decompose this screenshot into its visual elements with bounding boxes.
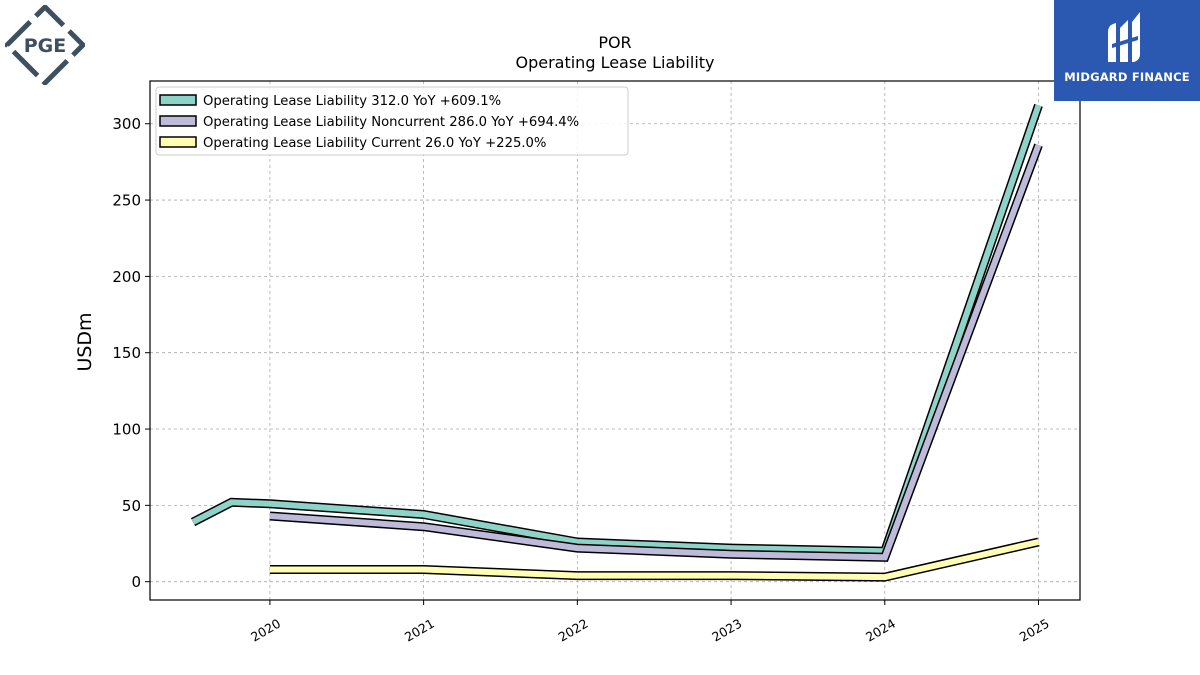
x-tick-label: 2024 <box>863 616 898 645</box>
x-tick-label: 2021 <box>402 616 437 645</box>
series-line-1 <box>190 103 1043 556</box>
x-tick-label: 2025 <box>1017 616 1052 645</box>
series-stroke <box>269 539 1040 581</box>
legend: Operating Lease Liability 312.0 YoY +609… <box>155 86 629 156</box>
series-line-2 <box>269 143 1043 562</box>
chart-title: POR <box>598 33 632 52</box>
y-axis-ticks: 0 50 100 150 200 250 300 <box>112 115 150 591</box>
legend-entry: Operating Lease Liability Noncurrent 286… <box>203 115 579 130</box>
pge-logo-text: PGE <box>24 35 67 57</box>
y-tick-label: 300 <box>112 115 141 133</box>
y-tick-label: 200 <box>112 268 141 286</box>
series-lines <box>190 103 1043 582</box>
x-tick-label: 2023 <box>709 616 744 645</box>
y-tick-label: 150 <box>112 344 141 362</box>
series-line-3 <box>269 537 1040 582</box>
legend-box <box>155 86 629 156</box>
legend-entry: Operating Lease Liability 312.0 YoY +609… <box>203 94 501 109</box>
y-tick-label: 0 <box>131 573 141 591</box>
midgard-finance-logo: MIDGARD FINANCE <box>1054 0 1200 101</box>
x-tick-label: 2020 <box>248 616 283 645</box>
x-tick-label: 2022 <box>556 616 591 645</box>
midgard-logo-text: MIDGARD FINANCE <box>1064 70 1190 84</box>
y-axis-label: USDm <box>74 312 96 371</box>
x-axis-ticks: 2020 2021 2022 2023 2024 2025 <box>248 600 1052 645</box>
midgard-emblem-icon <box>1108 12 1140 62</box>
pge-logo: PGE <box>3 3 87 87</box>
grid-lines <box>150 81 1080 600</box>
legend-entry: Operating Lease Liability Current 26.0 Y… <box>203 136 546 151</box>
series-stroke <box>269 144 1042 561</box>
legend-swatch <box>159 136 197 148</box>
series-stroke <box>191 104 1042 555</box>
legend-swatch <box>159 115 197 127</box>
y-tick-label: 250 <box>112 192 141 210</box>
plot-frame <box>149 80 1081 601</box>
y-tick-label: 50 <box>122 497 141 515</box>
y-tick-label: 100 <box>112 421 141 439</box>
chart-subtitle: Operating Lease Liability <box>515 53 715 72</box>
legend-swatch <box>159 94 197 106</box>
series-outline <box>269 143 1043 562</box>
